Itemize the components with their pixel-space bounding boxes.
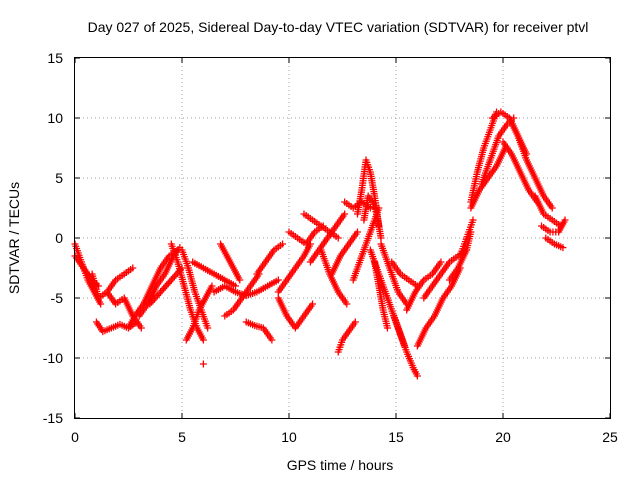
y-tick-label: 10 xyxy=(47,110,63,126)
data-point xyxy=(268,336,276,344)
x-tick-label: 10 xyxy=(281,429,297,445)
data-point xyxy=(208,282,216,290)
data-point xyxy=(469,216,477,224)
y-tick-label: 0 xyxy=(55,230,63,246)
data-point xyxy=(561,216,569,224)
x-tick-label: 5 xyxy=(178,429,186,445)
y-axis-label: SDTVAR / TECUs xyxy=(6,182,22,294)
data-point xyxy=(559,244,567,252)
data-point xyxy=(366,204,374,212)
data-point xyxy=(137,324,145,332)
x-tick-label: 25 xyxy=(602,429,618,445)
data-point xyxy=(199,360,207,368)
grid xyxy=(75,58,610,418)
data-point xyxy=(309,300,317,308)
data-point xyxy=(97,300,105,308)
data-point xyxy=(232,282,239,290)
data-points xyxy=(71,108,569,380)
data-point xyxy=(437,258,445,266)
data-point xyxy=(343,300,351,308)
data-point xyxy=(236,276,244,284)
data-point xyxy=(334,234,342,242)
data-point xyxy=(351,318,359,326)
y-tick-label: -15 xyxy=(43,410,63,426)
data-point xyxy=(274,276,282,284)
data-point xyxy=(353,228,361,236)
chart-title: Day 027 of 2025, Sidereal Day-to-day VTE… xyxy=(88,19,589,35)
data-point xyxy=(377,234,385,242)
data-point xyxy=(204,324,212,332)
x-tick-label: 15 xyxy=(388,429,404,445)
y-tick-label: -10 xyxy=(43,350,63,366)
data-point xyxy=(413,372,421,380)
data-point xyxy=(199,336,207,344)
y-tick-label: 15 xyxy=(47,50,63,66)
y-tick-label: -5 xyxy=(51,290,64,306)
y-tick-label: 5 xyxy=(55,170,63,186)
data-point xyxy=(383,324,391,332)
data-point xyxy=(279,240,287,248)
data-point xyxy=(548,204,556,212)
data-point xyxy=(129,264,137,272)
x-axis-label: GPS time / hours xyxy=(287,457,394,473)
x-tick-label: 20 xyxy=(495,429,511,445)
tick-labels: 0 5 10 15 20 25 -15 -10 -5 0 5 10 15 xyxy=(43,50,618,445)
plot-frame xyxy=(74,57,611,419)
data-point xyxy=(341,210,349,218)
x-tick-label: 0 xyxy=(71,429,79,445)
